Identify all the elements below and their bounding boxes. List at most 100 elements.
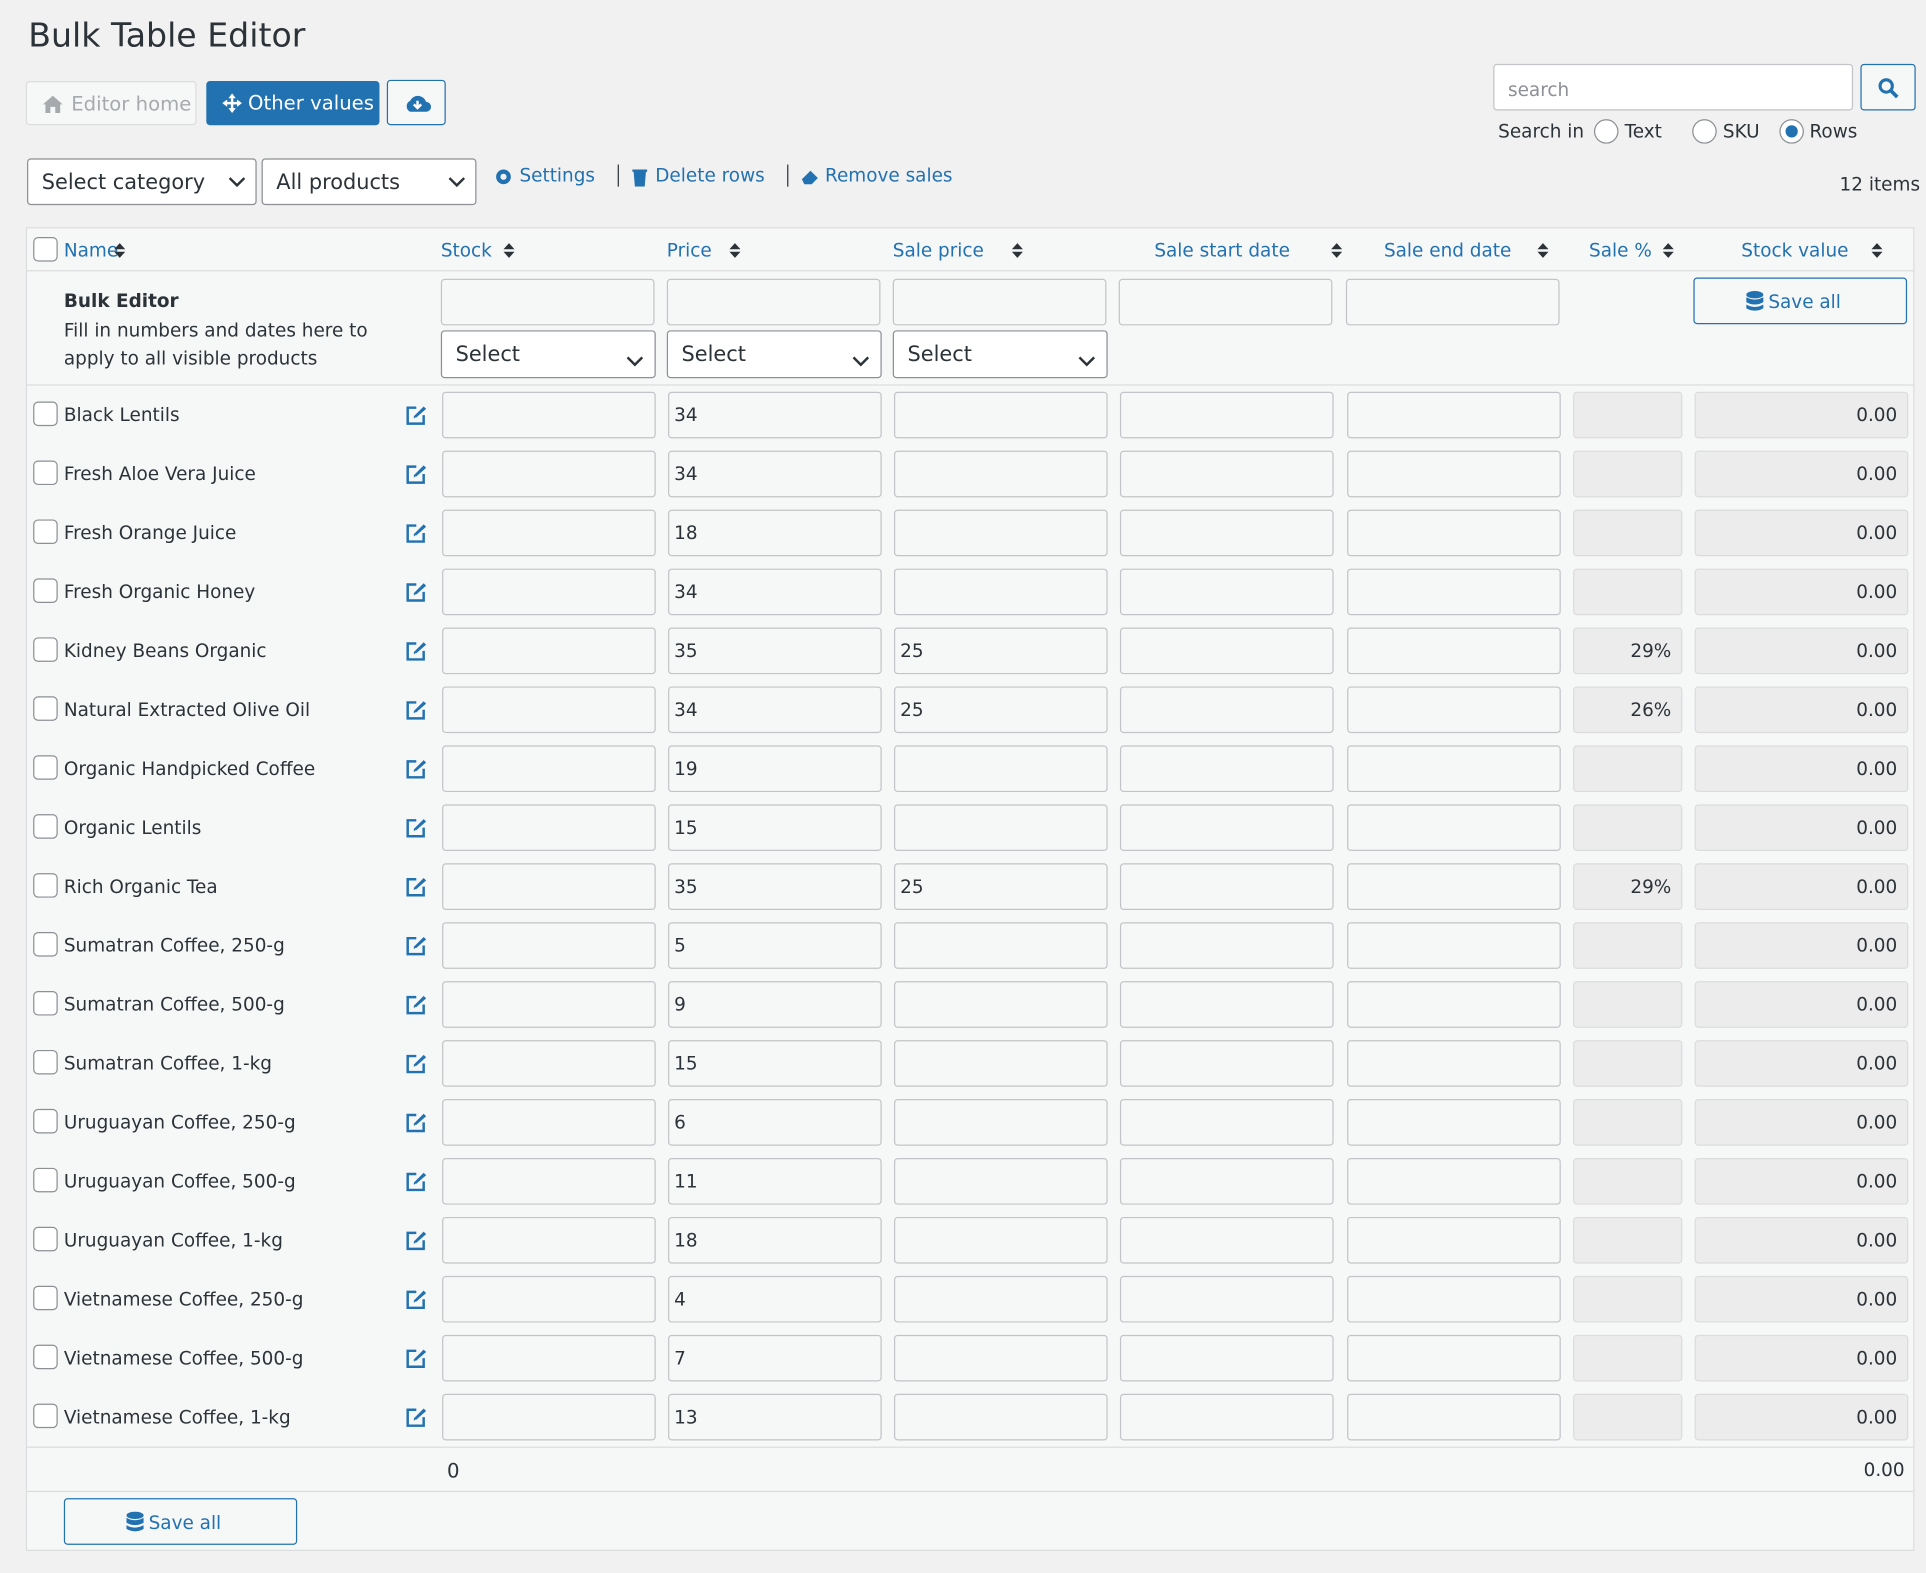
row-checkbox[interactable]	[33, 696, 58, 721]
input-field[interactable]: 5	[668, 922, 882, 969]
row-checkbox[interactable]	[33, 1344, 58, 1370]
input-field[interactable]	[1347, 1158, 1561, 1205]
product-name[interactable]: Organic Lentils	[63, 816, 202, 839]
bulk-select[interactable]: Select	[666, 330, 882, 379]
edit-icon[interactable]	[405, 1347, 427, 1369]
edit-icon[interactable]	[405, 1111, 427, 1133]
input-field[interactable]: 9	[668, 981, 882, 1028]
bulk-select[interactable]: Select	[892, 330, 1108, 379]
product-name[interactable]: Uruguayan Coffee, 500-g	[63, 1170, 296, 1193]
product-name[interactable]: Natural Extracted Olive Oil	[63, 698, 311, 721]
input-field[interactable]	[1119, 1216, 1334, 1264]
input-field[interactable]	[442, 1158, 656, 1205]
products-select[interactable]: All products	[261, 158, 477, 206]
input-field[interactable]	[1119, 804, 1334, 852]
edit-icon[interactable]	[405, 876, 427, 898]
input-field[interactable]	[893, 922, 1108, 969]
bulk-input[interactable]	[440, 278, 655, 326]
column-header[interactable]: Stock	[440, 239, 492, 262]
input-field[interactable]: 7	[668, 1334, 882, 1382]
edit-icon[interactable]	[405, 993, 427, 1015]
input-field[interactable]: 13	[668, 1393, 882, 1441]
radio[interactable]	[1593, 119, 1619, 144]
row-checkbox[interactable]	[33, 401, 58, 427]
bulk-input[interactable]	[1118, 278, 1333, 326]
input-field[interactable]	[893, 804, 1108, 852]
input-field[interactable]	[1347, 863, 1561, 910]
product-name[interactable]: Uruguayan Coffee, 1-kg	[63, 1229, 283, 1252]
input-field[interactable]: 35	[668, 627, 882, 675]
input-field[interactable]	[1119, 1040, 1334, 1087]
edit-icon[interactable]	[405, 522, 427, 544]
input-field[interactable]	[1119, 450, 1334, 498]
edit-icon[interactable]	[405, 463, 427, 485]
input-field[interactable]	[1119, 1099, 1334, 1146]
input-field[interactable]	[1347, 1040, 1561, 1087]
row-checkbox[interactable]	[33, 1226, 58, 1252]
search-button[interactable]	[1860, 63, 1916, 111]
row-checkbox[interactable]	[33, 990, 58, 1016]
edit-icon[interactable]	[405, 1288, 427, 1310]
input-field[interactable]	[1347, 1099, 1561, 1146]
edit-icon[interactable]	[405, 1406, 427, 1428]
edit-icon[interactable]	[405, 581, 427, 603]
column-header[interactable]: Sale end date	[1383, 239, 1512, 262]
input-field[interactable]	[1347, 450, 1561, 498]
input-field[interactable]	[442, 450, 656, 498]
select-all-checkbox[interactable]	[33, 237, 58, 262]
input-field[interactable]: 34	[668, 568, 882, 616]
product-name[interactable]: Vietnamese Coffee, 250-g	[63, 1288, 304, 1311]
input-field[interactable]	[893, 745, 1108, 793]
input-field[interactable]	[1119, 509, 1334, 557]
action-link[interactable]: Settings	[519, 164, 596, 187]
row-checkbox[interactable]	[33, 1403, 58, 1429]
column-header[interactable]: Sale price	[892, 239, 984, 262]
input-field[interactable]	[442, 863, 656, 910]
input-field[interactable]	[893, 1393, 1108, 1441]
input-field[interactable]: 6	[668, 1099, 882, 1146]
row-checkbox[interactable]	[33, 814, 58, 839]
input-field[interactable]	[1119, 981, 1334, 1028]
input-field[interactable]	[1119, 1334, 1334, 1382]
input-field[interactable]: 25	[893, 863, 1108, 910]
input-field[interactable]	[1119, 627, 1334, 675]
other-values-button[interactable]: Other values	[206, 81, 380, 126]
input-field[interactable]	[1347, 1334, 1561, 1382]
input-field[interactable]	[442, 686, 656, 734]
bulk-input[interactable]	[666, 278, 881, 326]
input-field[interactable]	[893, 1099, 1108, 1146]
input-field[interactable]: 25	[893, 627, 1108, 675]
column-header[interactable]: Stock value	[1741, 239, 1849, 262]
download-button[interactable]	[386, 79, 446, 126]
product-name[interactable]: Uruguayan Coffee, 250-g	[63, 1111, 296, 1134]
row-checkbox[interactable]	[33, 637, 58, 662]
input-field[interactable]	[893, 391, 1108, 439]
product-name[interactable]: Vietnamese Coffee, 1-kg	[63, 1406, 291, 1429]
input-field[interactable]	[442, 1040, 656, 1087]
input-field[interactable]	[1347, 922, 1561, 969]
input-field[interactable]	[1347, 686, 1561, 734]
row-checkbox[interactable]	[33, 1049, 58, 1075]
input-field[interactable]	[1347, 981, 1561, 1028]
product-name[interactable]: Sumatran Coffee, 500-g	[63, 993, 285, 1016]
save-all-button[interactable]: Save all	[1693, 277, 1908, 325]
product-name[interactable]: Vietnamese Coffee, 500-g	[63, 1347, 304, 1370]
input-field[interactable]	[893, 1275, 1108, 1323]
row-checkbox[interactable]	[33, 755, 58, 780]
product-name[interactable]: Sumatran Coffee, 250-g	[63, 934, 285, 957]
product-name[interactable]: Fresh Organic Honey	[63, 580, 256, 603]
input-field[interactable]	[442, 922, 656, 969]
input-field[interactable]	[442, 745, 656, 793]
input-field[interactable]	[442, 804, 656, 852]
input-field[interactable]	[442, 1275, 656, 1323]
input-field[interactable]: 15	[668, 1040, 882, 1087]
input-field[interactable]	[1119, 1275, 1334, 1323]
input-field[interactable]	[893, 981, 1108, 1028]
category-select[interactable]: Select category	[27, 158, 257, 206]
input-field[interactable]	[893, 1040, 1108, 1087]
column-header[interactable]: Sale %	[1589, 239, 1652, 262]
action-link[interactable]: Delete rows	[655, 164, 765, 187]
input-field[interactable]	[893, 568, 1108, 616]
input-field[interactable]	[1119, 1158, 1334, 1205]
input-field[interactable]	[442, 1393, 656, 1441]
